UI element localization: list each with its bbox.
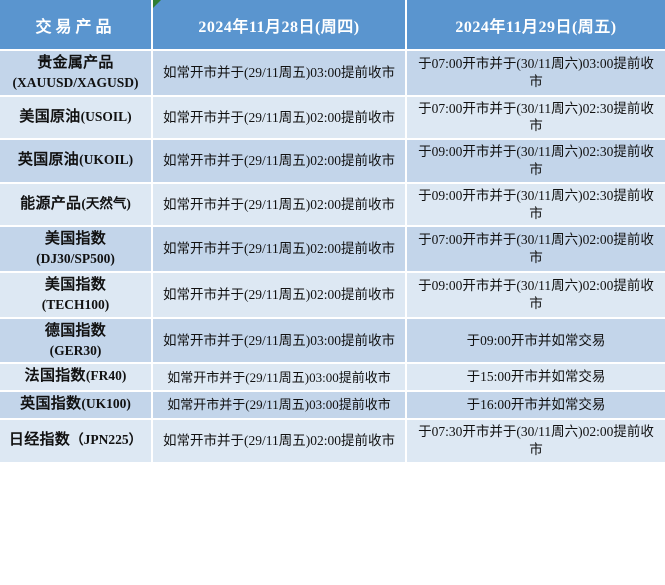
- column-header-day1-label: 2024年11月28日(周四): [198, 18, 360, 36]
- cell-day2-note: 于16:00开市并如常交易: [406, 391, 665, 420]
- cell-day2-note: 于07:30开市并于(30/11周六)02:00提前收市: [406, 418, 665, 464]
- cell-day2-note: 于07:00开市并于(30/11周六)03:00提前收市: [406, 50, 665, 97]
- product-name: 贵金属产品: [37, 55, 114, 71]
- cell-day1-note: 如常开市并于(29/11周五)03:00提前收市: [152, 391, 407, 420]
- cell-day2-note: 于15:00开市并如常交易: [406, 363, 665, 393]
- cell-product: 美国指数 (TECH100): [0, 272, 153, 319]
- product-name: 美国原油: [19, 108, 81, 125]
- cell-day2-note: 于09:00开市并于(30/11周六)02:00提前收市: [406, 272, 665, 319]
- cell-day1-note: 如常开市并于(29/11周五)02:00提前收市: [152, 182, 407, 228]
- cell-day1-note: 如常开市并于(29/11周五)02:00提前收市: [152, 95, 407, 141]
- cell-day2-note: 于07:00开市并于(30/11周六)02:00提前收市: [406, 226, 665, 274]
- cell-day2-note: 于09:00开市并于(30/11周六)02:30提前收市: [406, 182, 665, 228]
- column-header-product: 交易产品: [0, 0, 153, 51]
- product-name: 英国指数: [20, 396, 82, 413]
- table-row: 英国原油(UKOIL) 如常开市并于(29/11周五)02:00提前收市 于09:0…: [0, 139, 665, 184]
- cell-day1-note: 如常开市并于(29/11周五)03:00提前收市: [152, 363, 407, 393]
- table-row: 能源产品(天然气) 如常开市并于(29/11周五)02:00提前收市 于09:00开…: [0, 182, 665, 228]
- comment-marker-icon: [153, 0, 161, 8]
- product-symbol: (USOIL): [80, 108, 132, 124]
- product-name: 能源产品: [20, 195, 82, 212]
- table-header: 交易产品 2024年11月28日(周四) 2024年11月29日(周五): [0, 0, 665, 51]
- product-name: 美国指数: [44, 231, 107, 248]
- product-symbol: (TECH100): [41, 296, 110, 312]
- product-symbol: (天然气): [81, 195, 131, 211]
- cell-product: 日经指数（JPN225）: [0, 418, 153, 464]
- cell-day1-note: 如常开市并于(29/11周五)02:00提前收市: [152, 139, 407, 184]
- table-row: 美国指数 (DJ30/SP500) 如常开市并于(29/11周五)02:00提前收市…: [0, 226, 665, 274]
- table-row: 德国指数 (GER30) 如常开市并于(29/11周五)03:00提前收市 于09:0…: [0, 317, 665, 365]
- cell-day2-note: 于07:00开市并于(30/11周六)02:30提前收市: [406, 95, 665, 141]
- cell-product: 能源产品(天然气): [0, 182, 153, 228]
- cell-product: 英国原油(UKOIL): [0, 139, 153, 184]
- column-header-day2: 2024年11月29日(周五): [406, 0, 665, 51]
- cell-day1-note: 如常开市并于(29/11周五)03:00提前收市: [152, 50, 407, 97]
- product-symbol: (FR40): [85, 368, 127, 384]
- cell-product: 德国指数 (GER30): [0, 317, 153, 365]
- cell-day1-note: 如常开市并于(29/11周五)02:00提前收市: [152, 226, 407, 274]
- table-row: 英国指数(UK100) 如常开市并于(29/11周五)03:00提前收市 于16:0…: [0, 391, 665, 420]
- product-symbol: (XAUUSD/XAGUSD): [12, 74, 139, 90]
- table-row: 日经指数（JPN225） 如常开市并于(29/11周五)02:00提前收市 于07:…: [0, 418, 665, 464]
- cell-day2-note: 于09:00开市并如常交易: [406, 317, 665, 365]
- product-name: 英国原油: [17, 152, 80, 169]
- header-row: 交易产品 2024年11月28日(周四) 2024年11月29日(周五): [0, 0, 665, 51]
- cell-day1-note: 如常开市并于(29/11周五)02:00提前收市: [152, 272, 407, 319]
- cell-day1-note: 如常开市并于(29/11周五)02:00提前收市: [152, 418, 407, 464]
- cell-day2-note: 于09:00开市并于(30/11周六)02:30提前收市: [406, 139, 665, 184]
- trading-schedule-table: 交易产品 2024年11月28日(周四) 2024年11月29日(周五) 贵金属…: [0, 0, 665, 464]
- table-body: 贵金属产品 (XAUUSD/XAGUSD) 如常开市并于(29/11周五)03:00…: [0, 50, 665, 464]
- product-name: 德国指数: [44, 322, 107, 339]
- product-symbol: (GER30): [49, 342, 102, 358]
- cell-product: 贵金属产品 (XAUUSD/XAGUSD): [0, 50, 153, 97]
- cell-product: 英国指数(UK100): [0, 391, 153, 420]
- table-row: 美国指数 (TECH100) 如常开市并于(29/11周五)02:00提前收市 于09…: [0, 272, 665, 319]
- product-name: 美国指数: [44, 277, 107, 294]
- product-symbol: (UKOIL): [79, 152, 134, 168]
- cell-day1-note: 如常开市并于(29/11周五)03:00提前收市: [152, 317, 407, 365]
- table-row: 法国指数(FR40) 如常开市并于(29/11周五)03:00提前收市 于15:00…: [0, 363, 665, 393]
- product-name: 日经指数: [8, 431, 71, 448]
- column-header-day1: 2024年11月28日(周四): [152, 0, 407, 51]
- product-symbol: (UK100): [81, 396, 131, 412]
- cell-product: 法国指数(FR40): [0, 363, 153, 393]
- product-symbol: (DJ30/SP500): [36, 251, 115, 267]
- cell-product: 美国指数 (DJ30/SP500): [0, 226, 153, 274]
- product-name: 法国指数: [24, 368, 86, 385]
- product-symbol: （JPN225）: [70, 431, 143, 447]
- cell-product: 美国原油(USOIL): [0, 95, 153, 141]
- table-row: 贵金属产品 (XAUUSD/XAGUSD) 如常开市并于(29/11周五)03:00…: [0, 50, 665, 97]
- table-row: 美国原油(USOIL) 如常开市并于(29/11周五)02:00提前收市 于07:0…: [0, 95, 665, 141]
